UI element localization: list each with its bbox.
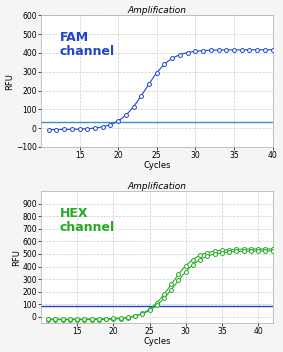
X-axis label: Cycles: Cycles <box>143 162 171 170</box>
Text: HEX
channel: HEX channel <box>59 207 115 234</box>
Title: Amplification: Amplification <box>127 182 186 190</box>
X-axis label: Cycles: Cycles <box>143 338 171 346</box>
Y-axis label: RFU: RFU <box>6 73 14 89</box>
Title: Amplification: Amplification <box>127 6 186 14</box>
Text: FAM
channel: FAM channel <box>59 31 115 58</box>
Y-axis label: RFU: RFU <box>12 249 21 265</box>
